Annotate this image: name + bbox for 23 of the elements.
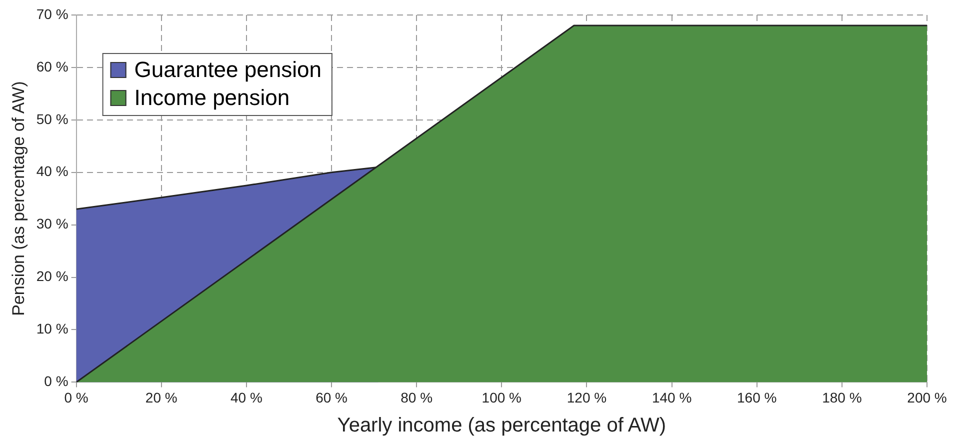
x-tick-label: 200 % (907, 389, 947, 406)
x-axis-title: Yearly income (as percentage of AW) (337, 414, 666, 437)
y-tick-label: 70 % (36, 6, 68, 22)
legend-label: Guarantee pension (134, 57, 322, 82)
x-tick-label: 20 % (145, 389, 178, 406)
x-tick-label: 180 % (822, 389, 862, 406)
y-tick-label: 50 % (36, 110, 68, 127)
y-tick-label: 20 % (36, 268, 68, 284)
x-tick-label: 0 % (64, 389, 88, 406)
x-tick-label: 60 % (316, 389, 348, 406)
y-tick-label: 0 % (44, 373, 68, 390)
x-tick-label: 80 % (400, 389, 433, 406)
x-tick-label: 120 % (566, 389, 607, 406)
y-axis-title: Pension (as percentage of AW) (8, 81, 28, 316)
legend-label: Income pension (134, 85, 290, 110)
x-tick-label: 140 % (652, 389, 692, 406)
y-tick-label: 30 % (36, 216, 68, 232)
y-tick-label: 60 % (36, 58, 68, 74)
y-tick-label: 10 % (36, 320, 68, 337)
x-tick-label: 160 % (737, 389, 777, 406)
x-tick-label: 40 % (230, 389, 262, 406)
y-tick-label: 40 % (36, 163, 68, 180)
x-tick-label: 100 % (482, 389, 522, 406)
